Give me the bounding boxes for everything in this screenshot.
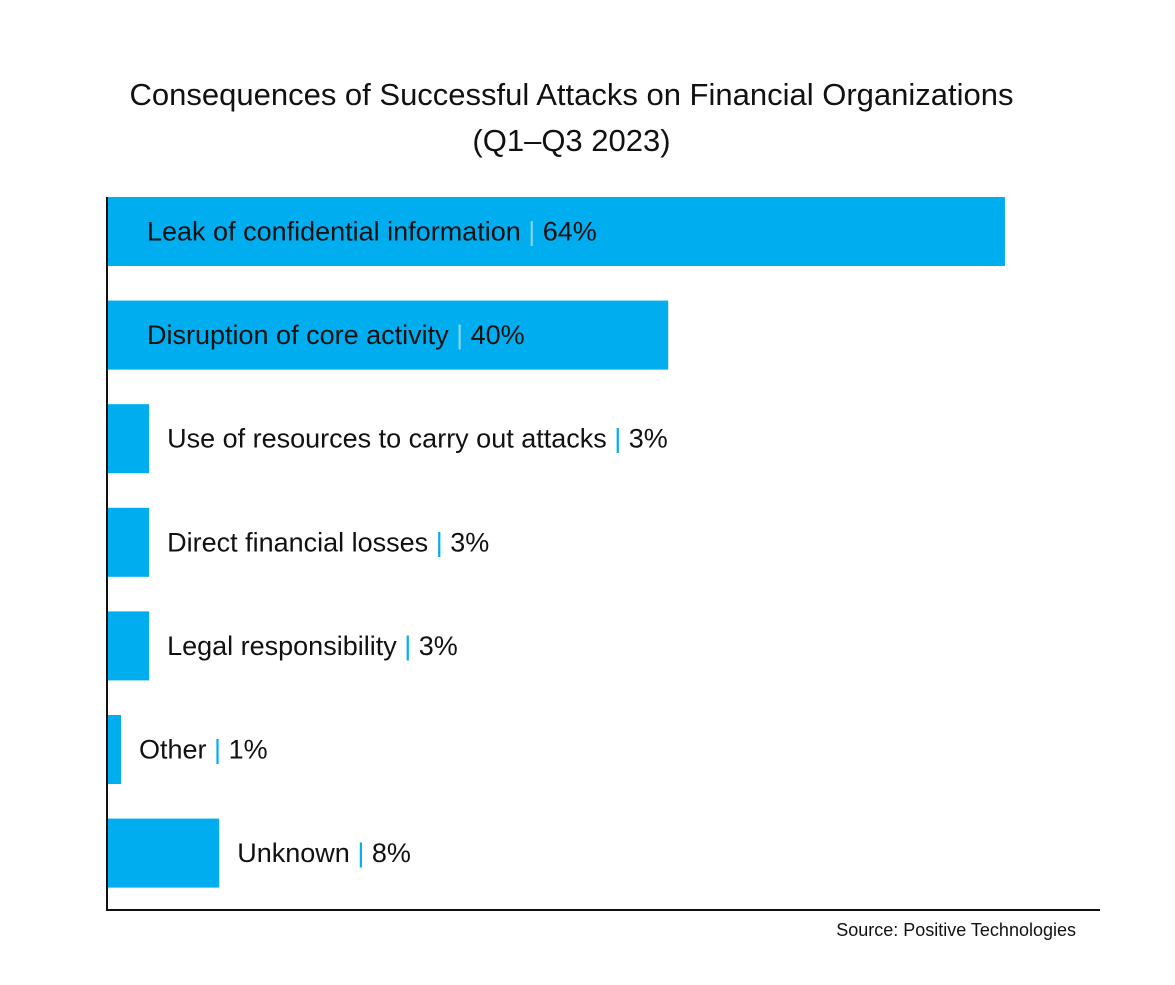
bar-value-label: 8% — [364, 838, 411, 868]
chart-title-main: Consequences of Successful Attacks on Fi… — [129, 77, 1014, 112]
bar-label-separator: | — [404, 631, 411, 661]
bar-value-label: 3% — [621, 424, 668, 454]
bar-1 — [107, 300, 669, 370]
bar-value-label: 3% — [411, 631, 458, 661]
labels-layer: Leak of confidential information | 64% Di… — [139, 217, 668, 869]
bar-category-label: Leak of confidential information — [147, 217, 528, 247]
bar-category-label: Other — [139, 735, 214, 765]
bar-category-label: Disruption of core activity — [147, 320, 456, 350]
bar-label-5: Other | 1% — [139, 735, 268, 765]
bar-5 — [107, 715, 122, 784]
chart-title: Consequences of Successful Attacks on Fi… — [0, 72, 1143, 164]
bar-label-3: Direct financial losses | 3% — [167, 527, 489, 557]
bar-label-separator: | — [614, 424, 621, 454]
bar-0 — [107, 197, 1005, 266]
bar-label-1: Disruption of core activity | 40% — [147, 320, 525, 350]
bar-category-label: Direct financial losses — [167, 527, 436, 557]
bar-label-separator: | — [214, 735, 221, 765]
chart-subtitle: (Q1–Q3 2023) — [472, 123, 671, 158]
bar-2 — [107, 404, 150, 474]
bar-label-4: Legal responsibility | 3% — [167, 631, 458, 661]
bar-value-label: 3% — [443, 527, 490, 557]
bar-value-label: 64% — [535, 217, 597, 247]
bar-6 — [107, 818, 220, 888]
bar-value-label: 1% — [221, 735, 268, 765]
bar-label-6: Unknown | 8% — [237, 838, 411, 868]
source-note: Source: Positive Technologies — [836, 920, 1076, 940]
bar-label-separator: | — [357, 838, 364, 868]
bar-value-label: 40% — [463, 320, 525, 350]
bar-label-separator: | — [436, 527, 443, 557]
bar-label-2: Use of resources to carry out attacks | … — [167, 424, 668, 454]
bar-category-label: Legal responsibility — [167, 631, 404, 661]
bar-3 — [107, 507, 150, 577]
bar-label-0: Leak of confidential information | 64% — [147, 217, 597, 247]
bar-4 — [107, 611, 150, 681]
bars-layer — [107, 197, 1005, 888]
bar-label-separator: | — [456, 320, 463, 350]
bar-category-label: Unknown — [237, 838, 357, 868]
bar-label-separator: | — [528, 217, 535, 247]
bar-category-label: Use of resources to carry out attacks — [167, 424, 614, 454]
